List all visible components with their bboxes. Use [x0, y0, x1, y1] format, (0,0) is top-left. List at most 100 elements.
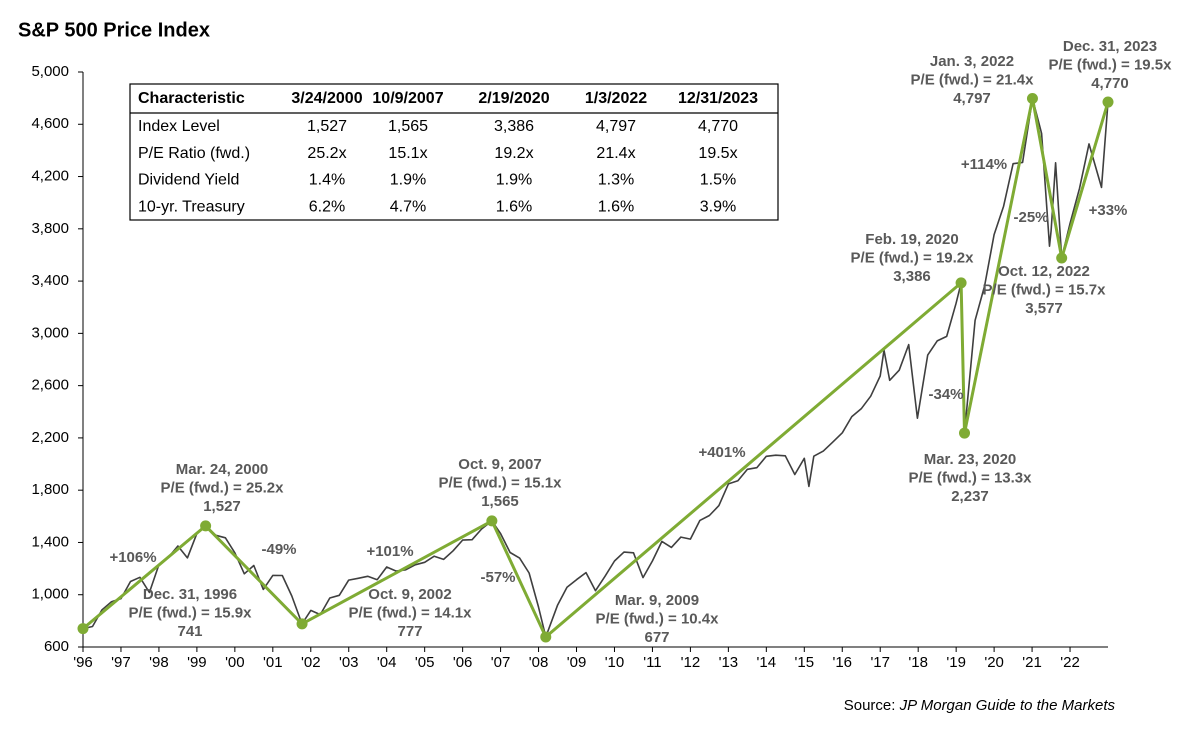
table-cell: Dividend Yield [138, 172, 239, 189]
table-header: 3/24/2000 [291, 90, 362, 107]
table-cell: 1.6% [598, 198, 634, 215]
table-cell: 1.9% [496, 172, 532, 189]
point-date: Dec. 31, 2023 [1063, 38, 1157, 55]
x-tick-label: '98 [149, 654, 169, 671]
point-date: Mar. 9, 2009 [615, 592, 699, 609]
move-label: +114% [961, 156, 1007, 173]
cycle-point [1056, 252, 1068, 264]
y-tick-label: 4,600 [31, 115, 69, 132]
x-tick-label: '07 [491, 654, 511, 671]
point-pe: P/E (fwd.) = 19.5x [1049, 56, 1173, 73]
point-date: Mar. 23, 2020 [924, 451, 1017, 468]
x-tick-label: '10 [605, 654, 625, 671]
table-cell: 15.1x [388, 145, 427, 162]
point-pe: P/E (fwd.) = 14.1x [349, 604, 473, 621]
source: Source: JP Morgan Guide to the Markets [844, 697, 1116, 714]
x-tick-label: '22 [1060, 654, 1080, 671]
x-tick-label: '01 [263, 654, 283, 671]
cycle-point [540, 631, 552, 643]
point-value-label: 4,797 [953, 90, 991, 107]
table-cell: 1,565 [388, 118, 428, 135]
price-line [82, 97, 1109, 638]
move-label: -34% [928, 386, 963, 403]
table-cell: 4.7% [390, 198, 426, 215]
point-value-label: 677 [644, 629, 669, 646]
table-cell: 21.4x [596, 145, 635, 162]
y-tick-label: 3,800 [31, 220, 69, 237]
y-tick-label: 1,000 [31, 586, 69, 603]
table-cell: P/E Ratio (fwd.) [138, 145, 250, 162]
move-label: -57% [480, 569, 515, 586]
table-cell: 10-yr. Treasury [138, 198, 245, 215]
table-cell: 1.3% [598, 172, 634, 189]
move-label: +401% [698, 444, 745, 461]
point-pe: P/E (fwd.) = 25.2x [161, 479, 285, 496]
point-pe: P/E (fwd.) = 15.1x [439, 474, 563, 491]
x-tick-label: '11 [643, 654, 661, 671]
x-tick-label: '18 [908, 654, 928, 671]
y-tick-label: 600 [44, 638, 69, 655]
table-cell: 19.5x [698, 145, 737, 162]
point-pe: P/E (fwd.) = 13.3x [909, 469, 1033, 486]
table-header: 10/9/2007 [372, 90, 443, 107]
point-value-label: 3,577 [1025, 300, 1063, 317]
x-tick-label: '96 [73, 654, 93, 671]
point-date: Jan. 3, 2022 [930, 53, 1014, 70]
x-tick-label: '15 [795, 654, 815, 671]
x-tick-label: '02 [301, 654, 321, 671]
table-header: Characteristic [138, 90, 245, 107]
table-cell: 3,386 [494, 118, 534, 135]
table-header: 1/3/2022 [585, 90, 647, 107]
point-pe: P/E (fwd.) = 15.9x [129, 604, 253, 621]
point-value-label: 1,565 [481, 493, 519, 510]
point-pe: P/E (fwd.) = 15.7x [983, 281, 1107, 298]
table-cell: 4,797 [596, 118, 636, 135]
point-value-label: 777 [397, 623, 422, 640]
move-label: +101% [366, 543, 413, 560]
y-tick-label: 5,000 [31, 63, 69, 80]
x-tick-label: '12 [681, 654, 701, 671]
cycle-point [1026, 93, 1038, 105]
point-date: Mar. 24, 2000 [176, 461, 269, 478]
cycle-point [955, 277, 967, 289]
cycle-point [77, 623, 89, 635]
y-tick-label: 4,200 [31, 168, 69, 185]
point-date: Oct. 9, 2002 [368, 586, 451, 603]
point-pe: P/E (fwd.) = 21.4x [911, 71, 1035, 88]
table-cell: 4,770 [698, 118, 738, 135]
y-tick-label: 2,600 [31, 377, 69, 394]
move-label: -49% [261, 541, 296, 558]
cycle-point [959, 427, 970, 439]
move-label: +33% [1089, 202, 1128, 219]
table-cell: 3.9% [700, 198, 736, 215]
table-header: 2/19/2020 [478, 90, 549, 107]
point-pe: P/E (fwd.) = 10.4x [596, 610, 720, 627]
table-box [129, 83, 779, 221]
x-tick-label: '16 [832, 654, 852, 671]
source-name: JP Morgan Guide to the Markets [899, 697, 1116, 714]
table-cell: 19.2x [494, 145, 533, 162]
x-tick-label: '03 [339, 654, 359, 671]
cycle-point [296, 618, 308, 630]
point-value-label: 3,386 [893, 268, 931, 285]
y-tick-label: 3,400 [31, 272, 69, 289]
cycle-point [486, 515, 498, 527]
source-label: Source: [844, 697, 896, 714]
y-tick-label: 1,400 [31, 533, 69, 550]
x-tick-label: '13 [719, 654, 739, 671]
x-tick-label: '19 [946, 654, 966, 671]
point-value-label: 4,770 [1091, 75, 1129, 92]
x-tick-label: '99 [187, 654, 207, 671]
x-tick-label: '09 [567, 654, 587, 671]
x-tick-label: '21 [1022, 654, 1042, 671]
y-tick-label: 2,200 [31, 429, 69, 446]
point-value-label: 741 [177, 623, 202, 640]
cycle-point [200, 520, 212, 532]
cycle-line [82, 98, 1110, 640]
x-tick-label: '00 [225, 654, 245, 671]
x-tick-label: '04 [377, 654, 397, 671]
point-date: Dec. 31, 1996 [143, 586, 237, 603]
move-label: -25% [1013, 209, 1048, 226]
table-cell: 1.6% [496, 198, 532, 215]
table-cell: 1.9% [390, 172, 426, 189]
